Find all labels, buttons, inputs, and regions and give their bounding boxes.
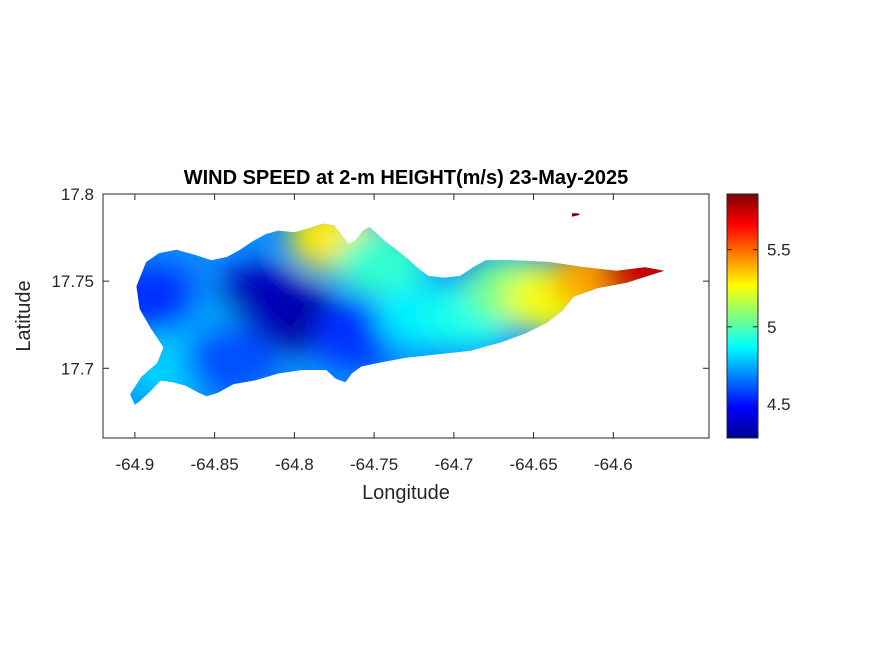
colorbar-ticks: 4.5 5 5.5	[727, 241, 791, 414]
y-axis: 17.7 17.75 17.8	[51, 185, 709, 378]
y-tick-label: 17.75	[51, 272, 94, 291]
colorbar-tick-label: 5.5	[767, 241, 791, 260]
colorbar-tick-label: 4.5	[767, 395, 791, 414]
wind-field-sample	[184, 325, 277, 394]
wind-field-sample	[216, 264, 309, 333]
y-axis-label: Latitude	[13, 280, 35, 351]
x-axis-label: Longitude	[362, 482, 450, 504]
x-axis: -64.9 -64.85 -64.8 -64.75 -64.7 -64.65 -64.6	[116, 194, 633, 474]
islet-shape	[571, 213, 580, 217]
x-tick-label: -64.7	[434, 455, 473, 474]
x-tick-label: -64.75	[350, 455, 398, 474]
colorbar-tick-label: 5	[767, 318, 776, 337]
y-tick-label: 17.7	[61, 359, 94, 378]
x-tick-label: -64.8	[275, 455, 314, 474]
x-tick-label: -64.85	[191, 455, 239, 474]
x-tick-label: -64.6	[594, 455, 633, 474]
y-tick-label: 17.8	[61, 185, 94, 204]
x-tick-label: -64.65	[509, 455, 557, 474]
x-tick-label: -64.9	[116, 455, 155, 474]
colorbar	[726, 193, 759, 439]
chart-title: WIND SPEED at 2-m HEIGHT(m/s) 23-May-202…	[184, 167, 629, 189]
wind-field-sample	[130, 264, 197, 333]
